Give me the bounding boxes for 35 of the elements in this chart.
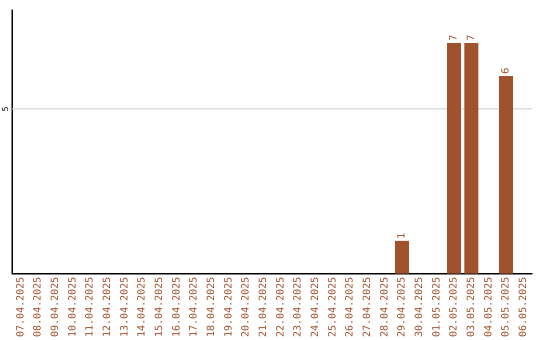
x-tick-label: 30.04.2025 xyxy=(414,276,425,338)
x-tick-label: 28.04.2025 xyxy=(379,276,390,338)
x-tick-label: 19.04.2025 xyxy=(223,276,234,338)
x-tick-label: 22.04.2025 xyxy=(275,276,286,338)
x-tick-label: 09.04.2025 xyxy=(50,276,61,338)
x-tick-label: 06.05.2025 xyxy=(518,276,529,338)
x-tick-label: 21.04.2025 xyxy=(258,276,269,338)
data-label: 6 xyxy=(500,68,512,74)
x-tick-label: 18.04.2025 xyxy=(206,276,217,338)
x-tick-label: 04.05.2025 xyxy=(483,276,494,338)
x-tick-label: 16.04.2025 xyxy=(171,276,182,338)
x-tick-label: 07.04.2025 xyxy=(15,276,26,338)
data-label: 7 xyxy=(448,34,460,41)
x-tick-label: 23.04.2025 xyxy=(292,276,304,338)
x-tick-label: 13.04.2025 xyxy=(119,276,130,338)
x-tick-label: 15.04.2025 xyxy=(154,276,165,338)
x-tick-label: 12.04.2025 xyxy=(102,276,113,338)
x-tick-label: 01.05.2025 xyxy=(431,276,442,338)
x-tick-label: 20.04.2025 xyxy=(240,276,252,338)
x-tick-label: 27.04.2025 xyxy=(362,276,373,338)
x-tick-label: 26.04.2025 xyxy=(344,276,356,338)
ref-line-label: 5 xyxy=(1,106,10,112)
x-tick-label: 25.04.2025 xyxy=(327,276,338,338)
x-tick-label: 03.05.2025 xyxy=(466,276,477,338)
x-tick-label: 05.05.2025 xyxy=(500,276,512,338)
x-tick-label: 29.04.2025 xyxy=(396,276,408,338)
x-tick-label: 17.04.2025 xyxy=(188,276,200,338)
x-tick-label: 24.04.2025 xyxy=(310,276,321,338)
x-tick-label: 10.04.2025 xyxy=(67,276,78,338)
x-tick-label: 02.05.2025 xyxy=(448,276,460,338)
data-label: 1 xyxy=(396,232,408,239)
x-tick-label: 14.04.2025 xyxy=(136,276,148,338)
data-label: 7 xyxy=(466,34,477,41)
x-tick-label: 11.04.2025 xyxy=(84,276,96,338)
x-tick-label: 08.04.2025 xyxy=(32,276,44,338)
